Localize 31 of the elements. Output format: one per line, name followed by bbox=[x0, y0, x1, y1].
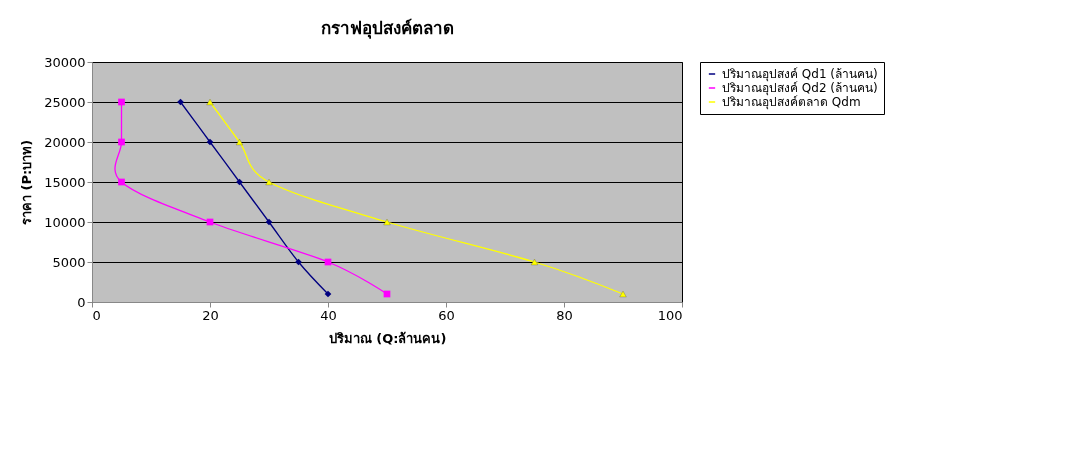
point bbox=[236, 138, 243, 146]
x-tick-label: 100 bbox=[657, 307, 683, 323]
x-tick-label: 60 bbox=[438, 307, 455, 323]
x-tick-label: 40 bbox=[320, 307, 337, 323]
x-tick-label: 0 bbox=[92, 307, 101, 323]
y-tick-label: 15000 bbox=[44, 174, 86, 190]
y-tick-label: 10000 bbox=[44, 214, 86, 230]
point bbox=[118, 98, 125, 106]
point bbox=[265, 178, 273, 186]
legend-label: ปริมาณอุปสงค์ตลาด Qdm bbox=[722, 95, 861, 110]
point bbox=[206, 138, 214, 146]
y-tick-label: 30000 bbox=[44, 54, 86, 70]
x-axis-title: ปริมาณ (Q:ล้านคน) bbox=[328, 330, 447, 346]
point bbox=[118, 138, 125, 146]
x-tick-label: 20 bbox=[202, 307, 219, 323]
point bbox=[531, 258, 538, 266]
y-tick-label: 0 bbox=[77, 294, 86, 310]
point bbox=[265, 218, 273, 226]
point bbox=[324, 290, 332, 298]
y-tick-label: 5000 bbox=[52, 254, 86, 270]
point bbox=[206, 98, 214, 106]
y-tick-label: 25000 bbox=[44, 94, 86, 110]
point bbox=[383, 218, 391, 226]
y-tick-label: 20000 bbox=[44, 134, 86, 150]
legend-label: ปริมาณอุปสงค์ Qd1 (ล้านคน) bbox=[722, 67, 878, 82]
point bbox=[619, 290, 627, 298]
legend-label: ปริมาณอุปสงค์ Qd2 (ล้านคน) bbox=[722, 81, 878, 96]
chart-title: กราฟอุปสงค์ตลาด bbox=[320, 18, 454, 39]
point bbox=[118, 178, 125, 186]
y-axis-title: ราคา (P:บาท) bbox=[19, 139, 35, 226]
x-tick-label: 80 bbox=[556, 307, 573, 323]
